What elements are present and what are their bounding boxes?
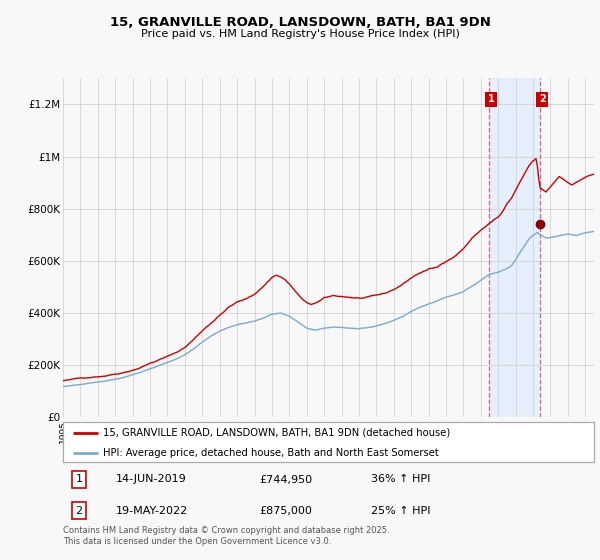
Text: Contains HM Land Registry data © Crown copyright and database right 2025.
This d: Contains HM Land Registry data © Crown c… — [63, 526, 389, 546]
Text: 36% ↑ HPI: 36% ↑ HPI — [371, 474, 430, 484]
Text: £744,950: £744,950 — [259, 474, 313, 484]
Text: 14-JUN-2019: 14-JUN-2019 — [116, 474, 187, 484]
Text: 25% ↑ HPI: 25% ↑ HPI — [371, 506, 430, 516]
Text: 19-MAY-2022: 19-MAY-2022 — [116, 506, 188, 516]
Text: HPI: Average price, detached house, Bath and North East Somerset: HPI: Average price, detached house, Bath… — [103, 448, 439, 458]
Text: 15, GRANVILLE ROAD, LANSDOWN, BATH, BA1 9DN (detached house): 15, GRANVILLE ROAD, LANSDOWN, BATH, BA1 … — [103, 428, 450, 438]
Text: Price paid vs. HM Land Registry's House Price Index (HPI): Price paid vs. HM Land Registry's House … — [140, 29, 460, 39]
Text: 2: 2 — [76, 506, 82, 516]
Bar — [488, 78, 539, 417]
Text: 15, GRANVILLE ROAD, LANSDOWN, BATH, BA1 9DN: 15, GRANVILLE ROAD, LANSDOWN, BATH, BA1 … — [110, 16, 490, 29]
Text: 1: 1 — [76, 474, 82, 484]
Text: 1: 1 — [488, 94, 494, 104]
Text: £875,000: £875,000 — [259, 506, 313, 516]
Text: 2: 2 — [539, 94, 545, 104]
